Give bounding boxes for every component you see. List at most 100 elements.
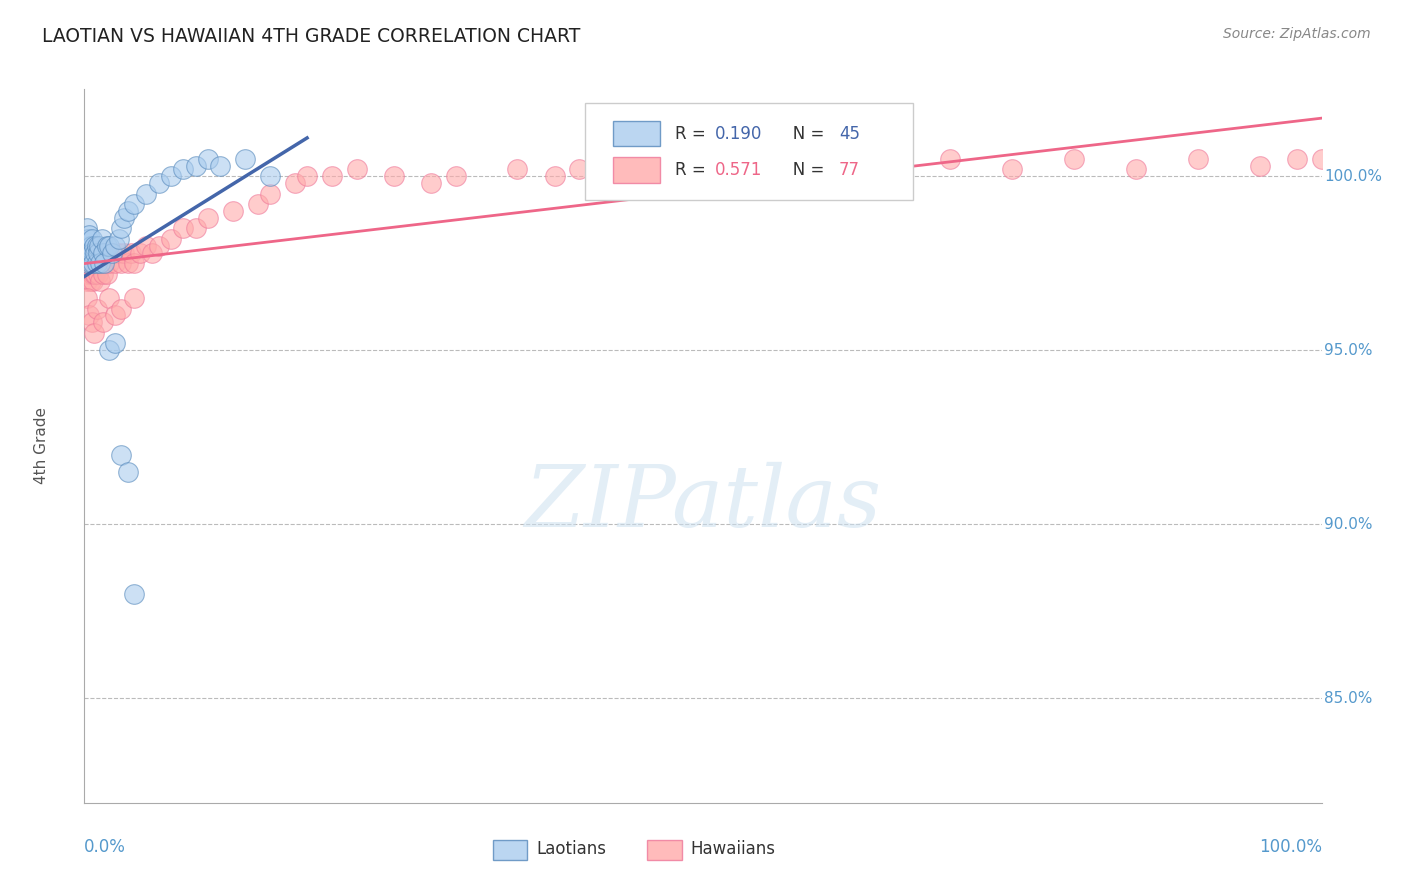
Point [75,245,97,260]
Point [172,162,194,177]
Point [100,245,122,260]
Point [80,315,103,329]
Text: 85.0%: 85.0% [1324,691,1372,706]
Point [83,239,105,253]
Point [75,256,97,270]
Point [117,204,139,219]
Point [160,169,183,184]
Point [939,152,962,166]
Point [346,162,368,177]
Text: N =: N = [778,161,830,178]
Point [79,256,101,270]
Point [108,245,131,260]
Point [80,245,103,260]
Point [112,245,135,260]
Point [94,245,117,260]
Point [90,245,112,260]
Text: 100.0%: 100.0% [1258,838,1322,856]
Point [877,162,900,177]
Point [76,291,98,305]
Point [108,232,131,246]
Point [246,197,269,211]
Point [89,239,111,253]
Point [104,309,127,323]
Text: 77: 77 [839,161,860,178]
Point [79,245,101,260]
Point [83,267,105,281]
Point [87,245,110,260]
Point [754,169,776,184]
Point [98,239,121,253]
Point [1310,152,1333,166]
Point [96,239,118,253]
Point [76,274,98,288]
Text: 95.0%: 95.0% [1324,343,1372,358]
Point [209,159,232,173]
Point [79,309,101,323]
Point [1249,159,1271,173]
Point [110,301,132,316]
Text: Laotians: Laotians [536,840,606,858]
Text: 45: 45 [839,125,860,143]
Point [122,291,145,305]
Point [86,245,108,260]
Point [83,256,105,270]
Text: N =: N = [778,125,830,143]
Point [135,186,157,201]
Point [129,245,152,260]
Text: 0.571: 0.571 [716,161,762,178]
Point [87,267,110,281]
Point [84,245,107,260]
Point [543,169,565,184]
Point [98,343,121,358]
Point [104,256,127,270]
Point [110,221,132,235]
Point [82,256,104,270]
Point [86,256,108,270]
Point [96,267,118,281]
Point [89,256,111,270]
Point [122,587,145,601]
Point [91,315,114,329]
Text: Source: ZipAtlas.com: Source: ZipAtlas.com [1223,27,1371,41]
Point [692,152,714,166]
Point [82,245,104,260]
Point [321,169,343,184]
Text: 0.0%: 0.0% [84,838,127,856]
Point [233,152,256,166]
Point [93,256,115,270]
Point [86,239,108,253]
Point [1187,152,1209,166]
Point [77,232,100,246]
Point [89,256,111,270]
Text: R =: R = [675,161,710,178]
Point [93,256,115,270]
Point [117,256,139,270]
Text: 90.0%: 90.0% [1324,516,1372,532]
Point [79,228,101,243]
Point [284,176,307,190]
Point [135,239,157,253]
Point [160,232,183,246]
Point [1001,162,1024,177]
Text: R =: R = [675,125,710,143]
Point [172,221,194,235]
Point [148,239,170,253]
Point [419,176,441,190]
Point [259,169,281,184]
Bar [647,840,682,860]
Bar [613,157,659,183]
Point [120,245,142,260]
Point [100,245,122,260]
Point [80,267,103,281]
FancyBboxPatch shape [585,103,914,200]
Point [815,152,838,166]
Point [76,239,98,253]
Point [1285,152,1308,166]
Point [104,239,127,253]
Text: 0.190: 0.190 [716,125,762,143]
Point [295,169,318,184]
Point [382,169,405,184]
Point [112,211,135,225]
Point [98,291,121,305]
